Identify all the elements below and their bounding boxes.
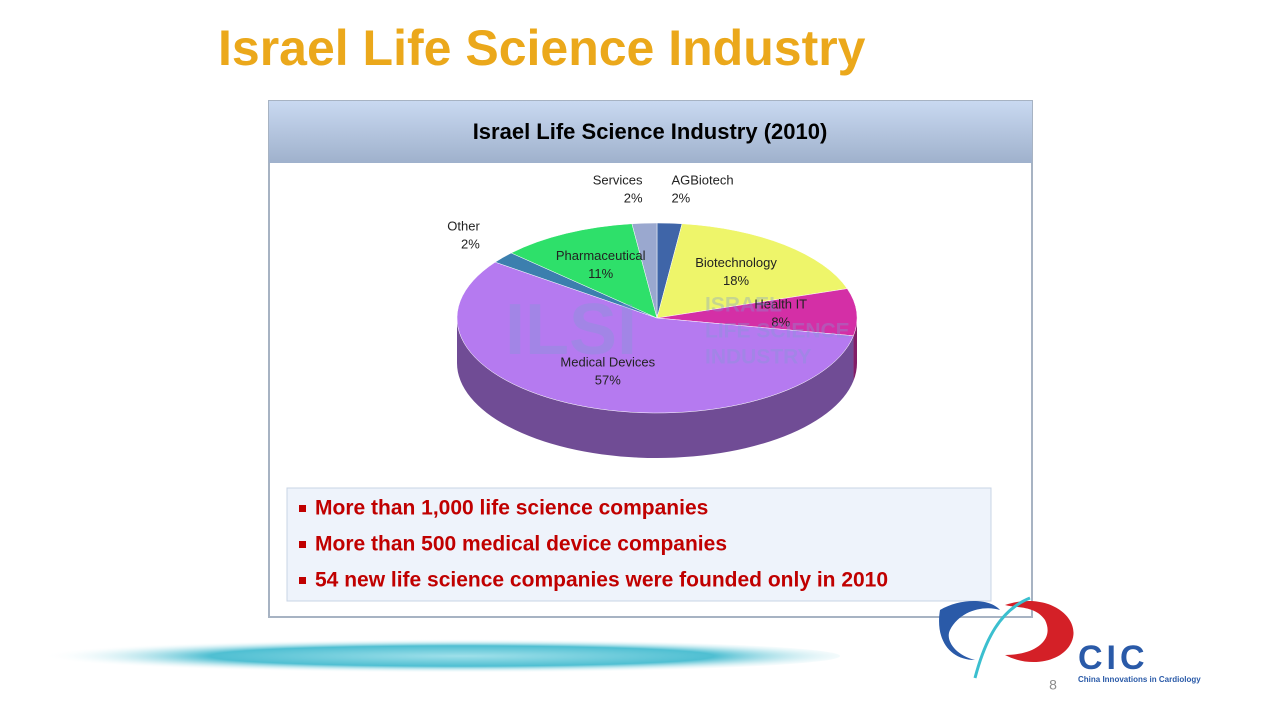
slice-value-label: 2% <box>461 237 480 252</box>
chart-header <box>269 101 1032 163</box>
logo-heart <box>1005 600 1074 663</box>
swoosh <box>0 639 840 673</box>
watermark-text: INDUSTRY <box>705 346 812 369</box>
slice-label: Health IT <box>754 297 807 312</box>
slice-side <box>457 318 854 459</box>
slice-value-label: 2% <box>624 190 643 205</box>
chart-title: Israel Life Science Industry (2010) <box>473 119 828 144</box>
pie: AGBiotech 2% Biotechnology 18% Health IT 8% Me… <box>447 172 858 459</box>
bullet-marker <box>299 577 306 584</box>
slice <box>656 223 848 319</box>
slice-label: Medical Devices <box>560 354 655 369</box>
slide-title: Israel Life Science Industry <box>218 20 866 76</box>
bullet-marker <box>299 541 306 548</box>
bullet-marker <box>299 505 306 512</box>
slice-label: Services <box>593 172 643 187</box>
slice-label: Pharmaceutical <box>556 248 646 263</box>
logo-name: CIC <box>1078 639 1149 677</box>
slice <box>656 288 858 337</box>
watermark: ILSI ISRAEL LIFE SCIENCE INDUSTRY <box>505 290 850 370</box>
watermark-logo: ILSI <box>505 290 637 370</box>
slice <box>631 222 658 319</box>
slice <box>456 261 854 414</box>
logo-helix <box>973 596 1031 679</box>
logo-tagline: China Innovations in Cardiology <box>1078 675 1201 684</box>
page-number: 8 <box>1049 677 1057 693</box>
cic-logo: CIC China Innovations in Cardiology <box>939 596 1201 684</box>
slice-label: AGBiotech <box>671 172 733 187</box>
slice-label: Other <box>447 219 480 234</box>
slice-value-label: 11% <box>588 266 613 281</box>
slice <box>510 223 658 319</box>
slice-value-label: 57% <box>595 372 621 387</box>
bullet-text: More than 500 medical device companies <box>315 533 727 556</box>
slice-value-label: 18% <box>723 273 749 288</box>
bullet-text: More than 1,000 life science companies <box>315 497 708 520</box>
bullet-text: 54 new life science companies were found… <box>315 569 888 592</box>
slice-value-label: 8% <box>771 315 790 330</box>
watermark-text: LIFE SCIENCE <box>705 320 850 343</box>
watermark-text: ISRAEL <box>705 294 782 317</box>
bullet-list: More than 1,000 life science companies Mo… <box>299 497 888 592</box>
logo-wing <box>939 601 1000 660</box>
bullet-box <box>286 487 992 602</box>
slice-label: Biotechnology <box>695 255 777 270</box>
slice-value-label: 2% <box>671 190 690 205</box>
